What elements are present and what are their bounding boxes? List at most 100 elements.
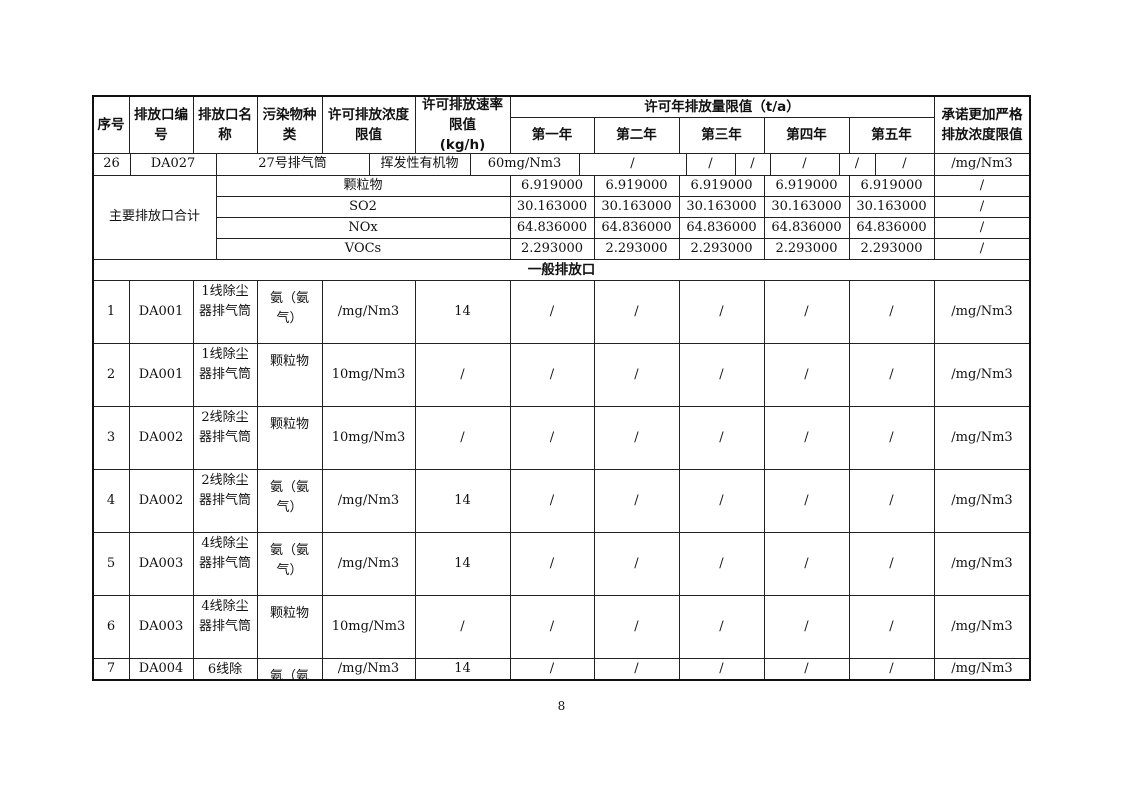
- general-row-rate: 14: [414, 468, 511, 533]
- general-row-code: DA001: [128, 342, 194, 407]
- major-total-value: 6.919000: [848, 174, 935, 197]
- row26-cell: /: [578, 152, 687, 176]
- general-row-conc: /mg/Nm3: [321, 468, 416, 533]
- major-total-label: 主要排放口合计: [92, 174, 217, 260]
- general-row-seq: 1: [92, 279, 130, 344]
- general-row-pollutant: 氨（氨气）: [256, 279, 323, 344]
- header-conc_limit: 许可排放浓度限值: [321, 95, 416, 154]
- general-row-seq: 7: [92, 657, 130, 681]
- header-annual-limit: 许可年排放量限值（t/a）: [509, 95, 935, 118]
- major-total-value: 6.919000: [593, 174, 680, 197]
- general-row-year: /: [763, 342, 850, 407]
- major-total-value: 6.919000: [509, 174, 595, 197]
- header-rate-unit: (kg/h): [439, 136, 486, 153]
- header-year: 第二年: [593, 116, 680, 154]
- general-row-pollutant: 颗粒物: [256, 594, 323, 659]
- header-rate-limit: 许可排放速率限值: [422, 96, 503, 133]
- row26-cell: 27号排气筒: [215, 152, 370, 176]
- general-row-year: /: [763, 594, 850, 659]
- general-row-year: /: [678, 594, 765, 659]
- general-row-year: /: [593, 468, 680, 533]
- general-row-pollutant: 颗粒物: [256, 342, 323, 407]
- general-row-year: /: [763, 279, 850, 344]
- general-row-year: /: [763, 468, 850, 533]
- general-row-year: /: [509, 468, 595, 533]
- general-row-rate: 14: [414, 531, 511, 596]
- major-total-value: 64.836000: [509, 216, 595, 239]
- header-pollutant: 污染物种类: [256, 95, 323, 154]
- major-total-value: 2.293000: [848, 237, 935, 260]
- page-number: 8: [557, 699, 566, 713]
- general-row-name: 4线除尘器排气筒: [192, 531, 258, 596]
- general-row-year: /: [678, 657, 765, 681]
- general-row-name: 6线除: [192, 657, 258, 681]
- row26-cell: DA027: [129, 152, 217, 176]
- major-total-pollutant: 颗粒物: [215, 174, 511, 197]
- general-row-year: /: [848, 468, 935, 533]
- major-total-value: 6.919000: [763, 174, 850, 197]
- major-total-pollutant: NOx: [215, 216, 511, 239]
- general-row-rate: /: [414, 342, 511, 407]
- general-row-year: /: [509, 279, 595, 344]
- header-year: 第三年: [678, 116, 765, 154]
- header-seq: 序号: [92, 95, 130, 154]
- general-row-rate: /: [414, 405, 511, 470]
- general-row-conc: /mg/Nm3: [321, 531, 416, 596]
- general-row-name: 1线除尘器排气筒: [192, 279, 258, 344]
- general-row-year: /: [593, 657, 680, 681]
- header-outlet_code: 排放口编号: [128, 95, 194, 154]
- general-row-seq: 4: [92, 468, 130, 533]
- general-row-year: /: [763, 531, 850, 596]
- row26-cell: /: [874, 152, 935, 176]
- general-row-year: /: [848, 405, 935, 470]
- general-row-year: /: [848, 594, 935, 659]
- general-row-conc: /mg/Nm3: [321, 657, 416, 681]
- general-row-conc: /mg/Nm3: [321, 279, 416, 344]
- general-row-code: DA001: [128, 279, 194, 344]
- major-total-value: 64.836000: [848, 216, 935, 239]
- general-row-year: /: [593, 342, 680, 407]
- general-row-year: /: [678, 405, 765, 470]
- general-row-seq: 6: [92, 594, 130, 659]
- major-total-value: 64.836000: [763, 216, 850, 239]
- row26-cell: /mg/Nm3: [933, 152, 1031, 176]
- general-row-code: DA002: [128, 405, 194, 470]
- general-row-year: /: [848, 657, 935, 681]
- general-row-code: DA002: [128, 468, 194, 533]
- general-row-year: /: [593, 594, 680, 659]
- general-row-year: /: [509, 531, 595, 596]
- general-row-year: /: [678, 468, 765, 533]
- general-row-rate: /: [414, 594, 511, 659]
- major-total-value: 30.163000: [763, 195, 850, 218]
- general-row-year: /: [593, 405, 680, 470]
- general-row-conc: 10mg/Nm3: [321, 342, 416, 407]
- general-row-year: /: [848, 342, 935, 407]
- major-total-stricter: /: [933, 216, 1031, 239]
- general-row-year: /: [509, 657, 595, 681]
- general-row-code: DA004: [128, 657, 194, 681]
- general-row-year: /: [763, 657, 850, 681]
- major-total-value: 30.163000: [593, 195, 680, 218]
- general-row-name: 1线除尘器排气筒: [192, 342, 258, 407]
- general-row-rate: 14: [414, 279, 511, 344]
- row26-cell: 26: [92, 152, 131, 176]
- general-row-pollutant: 氨（氨: [256, 657, 323, 681]
- major-total-value: 64.836000: [678, 216, 765, 239]
- general-row-stricter: /mg/Nm3: [933, 657, 1031, 681]
- general-row-code: DA003: [128, 531, 194, 596]
- header-rate_limit: 许可排放速率限值 (kg/h): [414, 95, 511, 154]
- general-row-stricter: /mg/Nm3: [933, 342, 1031, 407]
- major-total-stricter: /: [933, 237, 1031, 260]
- major-total-value: 2.293000: [678, 237, 765, 260]
- major-total-value: 30.163000: [678, 195, 765, 218]
- header-year: 第五年: [848, 116, 935, 154]
- major-total-value: 64.836000: [593, 216, 680, 239]
- general-row-name: 2线除尘器排气筒: [192, 468, 258, 533]
- general-row-stricter: /mg/Nm3: [933, 468, 1031, 533]
- general-row-year: /: [509, 405, 595, 470]
- general-row-year: /: [593, 531, 680, 596]
- major-total-stricter: /: [933, 195, 1031, 218]
- general-row-seq: 5: [92, 531, 130, 596]
- general-row-year: /: [678, 342, 765, 407]
